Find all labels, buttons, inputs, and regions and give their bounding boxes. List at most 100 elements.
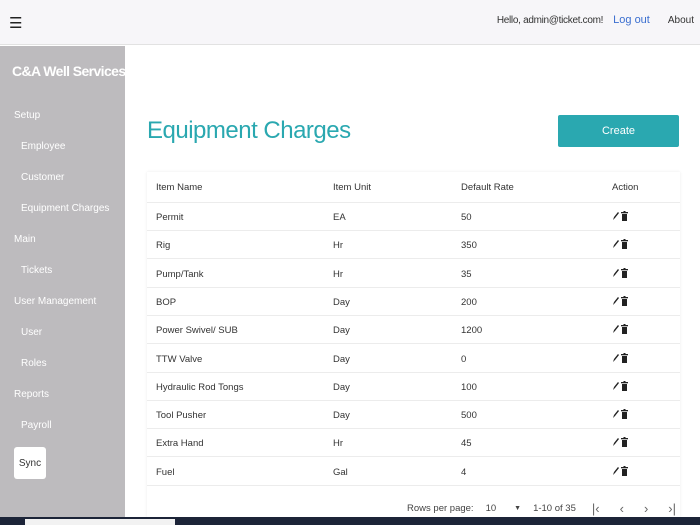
table-row: Rig Hr 350 [147,231,680,260]
item-unit: Day [333,381,350,393]
table-row: Power Swivel/ SUB Day 1200 [147,316,680,345]
default-rate: 35 [461,268,472,280]
delete-icon[interactable] [621,380,628,394]
rows-per-page-value: 10 [485,502,497,514]
rows-per-page-select[interactable]: 10 ▼ [486,503,522,514]
column-header: Action [612,182,639,193]
sidebar-section: Main [14,234,36,245]
delete-icon[interactable] [621,267,628,281]
item-name: Rig [156,240,171,252]
sidebar-item[interactable]: Payroll [21,420,52,431]
item-name: Power Swivel/ SUB [156,325,238,337]
sidebar-item[interactable]: Customer [21,172,65,183]
column-header[interactable]: Item Unit [333,182,372,193]
item-name: Extra Hand [156,438,204,450]
table-row: Pump/Tank Hr 35 [147,260,680,288]
default-rate: 350 [461,240,477,252]
taskbar [0,517,700,525]
delete-icon[interactable] [621,211,628,224]
item-name: Tool Pusher [156,410,207,422]
item-name: Permit [156,212,184,223]
sidebar-item[interactable]: User [21,327,43,338]
logout-link[interactable]: Log out [613,14,650,26]
sidebar-section: Reports [14,389,50,400]
table-row: Hydraulic Rod Tongs Day 100 [147,373,680,401]
table-row: Fuel Gal 4 [147,458,680,486]
default-rate: 500 [461,410,477,422]
top-bar: ☰ Hello, admin@ticket.com! Log out About [0,0,700,45]
pagination-range: 1-10 of 35 [533,502,576,514]
item-name: BOP [156,296,177,308]
edit-icon[interactable] [612,437,620,450]
default-rate: 0 [461,353,467,365]
sidebar-item[interactable]: Employee [21,141,66,152]
sidebar-section: User Management [14,296,97,307]
sidebar-section: Setup [14,110,41,121]
user-area: Hello, admin@ticket.com! Log out About [497,14,694,26]
item-unit: Hr [333,240,344,252]
item-unit: Day [333,296,350,308]
default-rate: 4 [461,466,467,478]
table-row: Permit EA 50 [147,203,680,231]
rows-per-page-label: Rows per page: [407,502,474,514]
previous-page-icon[interactable]: ‹ [619,500,624,516]
sidebar-item[interactable]: Equipment Charges [21,203,110,214]
sidebar-item[interactable]: Roles [21,358,47,369]
brand: C&A Well Services [12,63,126,79]
default-rate: 200 [461,296,477,308]
item-unit: EA [333,212,346,223]
item-name: Pump/Tank [156,268,204,280]
delete-icon[interactable] [621,295,628,309]
default-rate: 100 [461,381,477,393]
next-page-icon[interactable]: › [643,500,649,516]
create-button[interactable]: Create [558,115,679,147]
table-row: Tool Pusher Day 500 [147,401,680,430]
taskbar-search[interactable] [25,519,175,525]
default-rate: 1200 [461,325,483,337]
item-unit: Day [333,353,350,365]
delete-icon[interactable] [621,239,628,252]
table-row: TTW Valve Day 0 [147,345,680,373]
pagination: Rows per page: 10 ▼ 1-10 of 35 |‹ ‹ › ›| [407,500,680,516]
sidebar-item[interactable]: Tickets [21,265,53,276]
delete-icon[interactable] [621,324,628,337]
edit-icon[interactable] [612,353,620,366]
delete-icon[interactable] [621,352,628,366]
item-unit: Day [333,325,350,337]
item-unit: Gal [333,466,348,478]
default-rate: 45 [461,438,472,450]
sidebar: C&A Well Services Setup Employee Customer E… [0,46,126,517]
dropdown-arrow-icon: ▼ [514,504,522,512]
about-link[interactable]: About [667,15,694,26]
edit-icon[interactable] [612,381,620,394]
hamburger-menu-icon[interactable]: ☰ [9,15,23,32]
edit-icon[interactable] [612,466,620,479]
greeting: Hello, admin@ticket.com! [496,15,604,26]
page-title: Equipment Charges [147,117,351,144]
column-header[interactable]: Item Name [156,182,203,193]
item-name: Fuel [156,466,175,478]
item-name: TTW Valve [156,353,203,365]
table-header: Item Name Item Unit Default Rate Action [147,172,680,203]
last-page-icon[interactable]: ›| [668,500,676,516]
delete-icon[interactable] [621,465,628,479]
item-unit: Day [333,410,350,422]
item-unit: Hr [333,268,344,280]
edit-icon[interactable] [612,296,620,309]
item-unit: Hr [333,438,344,450]
edit-icon[interactable] [612,211,620,224]
first-page-icon[interactable]: |‹ [591,500,600,516]
default-rate: 50 [461,212,472,223]
edit-icon[interactable] [612,268,620,281]
delete-icon[interactable] [621,409,628,422]
table-row: BOP Day 200 [147,288,680,316]
sync-button[interactable]: Sync [14,447,46,479]
column-header[interactable]: Default Rate [461,182,514,193]
table-row: Extra Hand Hr 45 [147,429,680,458]
edit-icon[interactable] [612,324,620,337]
item-name: Hydraulic Rod Tongs [156,381,244,393]
delete-icon[interactable] [621,437,628,450]
edit-icon[interactable] [612,239,620,252]
edit-icon[interactable] [612,409,620,422]
equipment-table: Item Name Item Unit Default Rate Action … [147,172,680,517]
